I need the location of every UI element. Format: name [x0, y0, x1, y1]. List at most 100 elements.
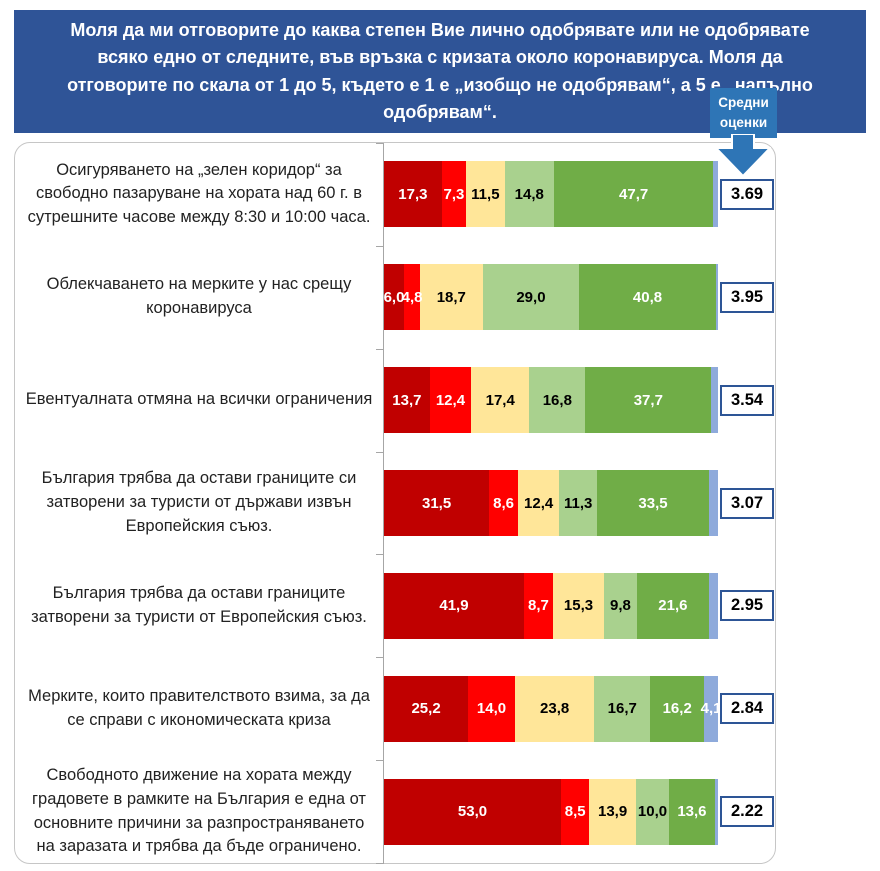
average-score-box: 2.95	[720, 590, 774, 622]
segment-value-label: 9,8	[610, 597, 631, 615]
callout-label-line-2: оценки	[719, 115, 768, 130]
segment-value-label: 8,6	[493, 494, 514, 512]
segment-value-label: 17,4	[485, 391, 515, 409]
axis-tick	[376, 657, 384, 659]
bar-segment-scale-4: 11,3	[559, 470, 598, 536]
bar-segment-scale-4: 16,7	[594, 675, 651, 742]
bar-segment-scale-5: 16,2	[650, 675, 705, 742]
bar-segment-scale-4: 14,8	[504, 161, 554, 228]
bar-segment-scale-3: 11,5	[466, 161, 505, 228]
axis-tick	[376, 554, 384, 556]
bar-segment-no-answer	[708, 470, 718, 536]
segment-value-label: 17,3	[398, 185, 428, 203]
average-score-box: 2.22	[720, 796, 774, 828]
segment-value-label: 11,3	[564, 494, 593, 512]
title-line-1: Моля да ми отговорите до каква степен Ви…	[70, 19, 810, 40]
title-banner: Моля да ми отговорите до каква степен Ви…	[14, 10, 866, 133]
bar-segment-scale-5: 21,6	[636, 572, 709, 639]
bar-row: 13,7 12,4 17,4 16,8 37,7	[384, 367, 718, 434]
bar-segment-scale-5: 40,8	[579, 264, 716, 331]
bar-segment-scale-3: 23,8	[514, 675, 595, 742]
bar-row: 25,2 14,0 23,8 16,7 16,2 4,1	[384, 675, 722, 742]
segment-value-label: 23,8	[540, 700, 570, 718]
segment-value-label: 13,9	[598, 803, 628, 821]
averages-callout: Средни оценки	[710, 88, 777, 138]
segment-value-label: 29,0	[516, 288, 546, 306]
title-line-3: отговорите по скала от 1 до 5, където е …	[67, 74, 813, 95]
segment-value-label: 10,0	[637, 803, 668, 821]
average-score-box: 3.07	[720, 487, 774, 519]
segment-value-label: 8,5	[564, 803, 586, 821]
callout-label-line-1: Средни	[718, 95, 769, 110]
category-label: Осигуряването на „зелен коридор“ за своб…	[27, 160, 371, 227]
bar-segment-scale-3: 17,4	[471, 367, 530, 434]
axis-tick	[376, 143, 384, 144]
bar-segment-scale-4: 16,8	[529, 367, 586, 434]
bar-segment-scale-1: 17,3	[384, 161, 442, 228]
bar-segment-scale-2: 12,4	[429, 367, 472, 434]
bar-segment-scale-2: 4,8	[401, 264, 423, 331]
average-score-box: 2.84	[720, 693, 774, 725]
segment-value-label: 16,2	[662, 700, 692, 718]
bar-segment-scale-5: 33,5	[597, 470, 709, 536]
chart-panel: Осигуряването на „зелен коридор“ за своб…	[14, 142, 776, 864]
bar-segment-scale-1: 6,0	[384, 264, 404, 331]
bar-segment-scale-5: 37,7	[585, 367, 712, 434]
segment-value-label: 14,8	[514, 185, 544, 203]
bar-segment-scale-2: 8,7	[523, 572, 553, 639]
segment-value-label: 53,0	[457, 803, 488, 821]
bar-row: 31,5 8,6 12,4 11,3 33,5	[384, 470, 718, 536]
bar-segment-scale-2: 8,5	[561, 778, 590, 845]
segment-value-label: 11,5	[471, 185, 500, 203]
axis-tick	[376, 760, 384, 762]
average-score-box: 3.69	[720, 178, 774, 210]
bar-row: 53,0 8,5 13,9 10,0 13,6	[384, 778, 718, 845]
bar-segment-scale-3: 13,9	[589, 778, 636, 845]
segment-value-label: 16,8	[542, 391, 572, 409]
segment-value-label: 18,7	[436, 288, 466, 306]
down-block-arrow-icon	[715, 134, 771, 178]
category-label: Облекчаването на мерките у нас срещу кор…	[46, 275, 352, 318]
bar-segment-no-answer	[714, 778, 718, 845]
segment-value-label: 33,5	[638, 494, 668, 512]
title-line-2: всяко едно от следните, във връзка с кри…	[97, 47, 783, 67]
segment-value-label: 4,1	[700, 700, 722, 718]
bar-segment-scale-2: 7,3	[441, 161, 467, 228]
segment-value-label: 21,6	[658, 597, 688, 615]
category-label: Мерките, които правителството взима, за …	[28, 686, 370, 729]
category-axis-line	[383, 143, 384, 863]
category-label: България трябва да остави границите си з…	[41, 469, 357, 535]
bar-segment-scale-1: 25,2	[384, 675, 469, 742]
segment-value-label: 47,7	[619, 185, 649, 203]
segment-value-label: 13,6	[677, 803, 707, 821]
segment-value-label: 4,8	[401, 288, 423, 306]
bar-segment-scale-3: 12,4	[517, 470, 560, 536]
category-label: Свободното движение на хората между град…	[32, 765, 366, 856]
segment-value-label: 7,3	[443, 185, 465, 203]
bar-segment-scale-3: 15,3	[552, 572, 605, 639]
segment-value-label: 16,7	[607, 700, 637, 718]
bar-segment-no-answer	[715, 264, 718, 331]
bar-segment-scale-4: 10,0	[635, 778, 670, 845]
segment-value-label: 41,9	[439, 597, 469, 615]
axis-tick	[376, 451, 384, 453]
axis-tick	[376, 863, 384, 864]
bar-segment-no-answer	[711, 367, 718, 434]
bar-segment-scale-3: 18,7	[420, 264, 483, 331]
segment-value-label: 12,4	[524, 494, 554, 512]
bar-segment-no-answer: 4,1	[701, 675, 722, 742]
axis-tick	[376, 245, 384, 247]
bar-segment-scale-2: 14,0	[468, 675, 515, 742]
bar-segment-no-answer	[708, 572, 718, 639]
bar-segment-scale-1: 41,9	[384, 572, 524, 639]
segment-value-label: 12,4	[435, 391, 466, 409]
bar-segment-scale-2: 8,6	[489, 470, 518, 536]
average-score-box: 3.95	[720, 281, 774, 313]
segment-value-label: 14,0	[476, 700, 507, 718]
segment-value-label: 15,3	[563, 597, 594, 615]
segment-value-label: 31,5	[422, 494, 452, 512]
title-line-4: одобрявам“.	[383, 102, 497, 122]
segment-value-label: 13,7	[392, 391, 422, 409]
segment-value-label: 37,7	[633, 391, 663, 409]
bar-segment-scale-1: 53,0	[384, 778, 562, 845]
